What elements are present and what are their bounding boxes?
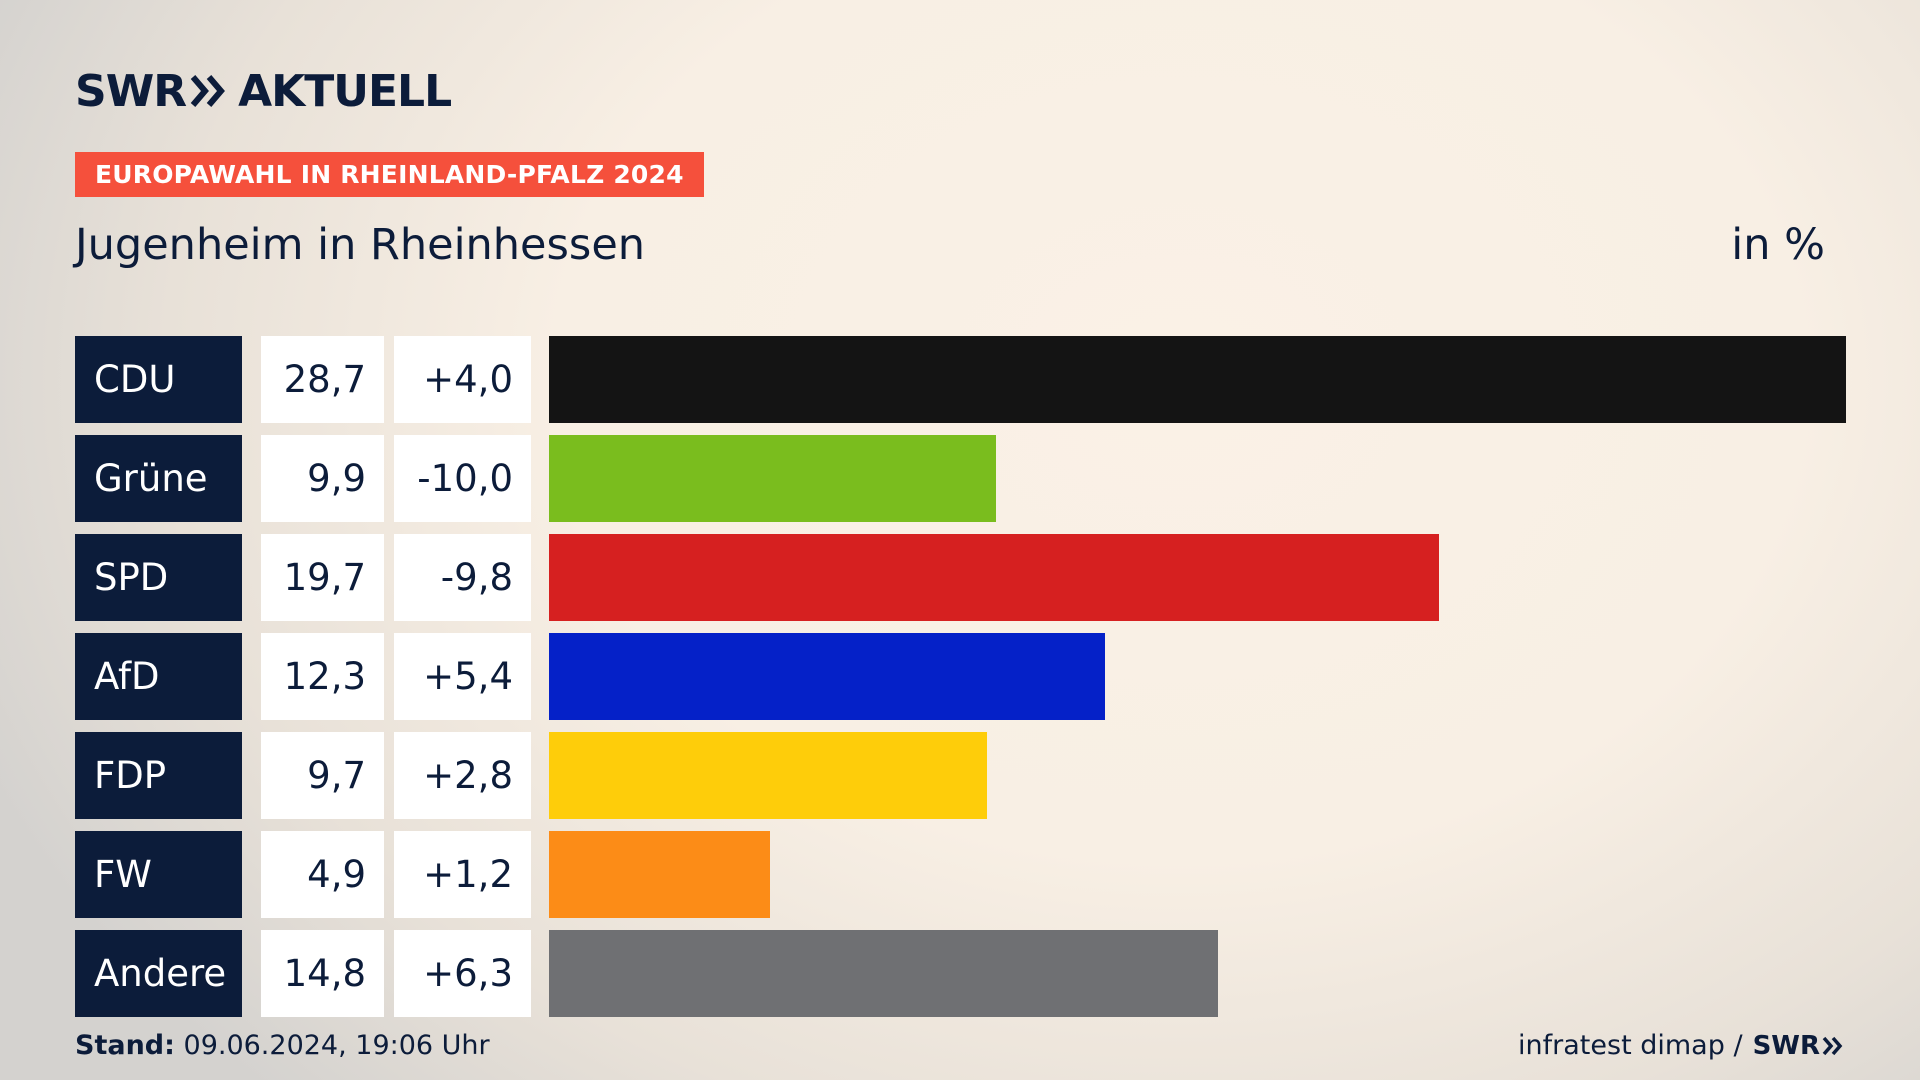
party-label: Andere	[75, 930, 242, 1017]
timestamp: Stand: 09.06.2024, 19:06 Uhr	[75, 1030, 490, 1061]
result-row: CDU 28,7 +4,0	[75, 336, 1846, 423]
party-label: Grüne	[75, 435, 242, 522]
vote-change-label: +5,4	[394, 633, 531, 720]
swr-aktuell-logo: SWR AKTUELL	[75, 65, 452, 117]
vote-share-bar	[549, 534, 1439, 621]
result-row: FW 4,9 +1,2	[75, 831, 1835, 918]
source-credit: infratest dimap / SWR	[1518, 1030, 1844, 1061]
vote-share-bar	[549, 633, 1105, 720]
result-row: AfD 12,3 +5,4	[75, 633, 1835, 720]
vote-change-label: +4,0	[394, 336, 531, 423]
result-row: Grüne 9,9 -10,0	[75, 435, 1835, 522]
party-label: CDU	[75, 336, 242, 423]
stand-value: 09.06.2024, 19:06 Uhr	[183, 1030, 490, 1061]
vote-share-bar	[549, 930, 1218, 1017]
vote-share-label: 14,8	[261, 930, 384, 1017]
footer-swr-logo: SWR	[1753, 1031, 1844, 1061]
vote-share-label: 9,9	[261, 435, 384, 522]
vote-change-label: +1,2	[394, 831, 531, 918]
vote-share-bar	[549, 831, 770, 918]
vote-share-bar	[549, 732, 987, 819]
vote-share-label: 28,7	[261, 336, 384, 423]
vote-share-label: 4,9	[261, 831, 384, 918]
vote-share-bar	[549, 336, 1846, 423]
result-row: Andere 14,8 +6,3	[75, 930, 1835, 1017]
logo-aktuell-text: AKTUELL	[238, 65, 452, 117]
party-label: SPD	[75, 534, 242, 621]
footer-double-chevron-icon	[1822, 1036, 1843, 1055]
stand-label: Stand:	[75, 1030, 175, 1061]
election-banner: EUROPAWAHL IN RHEINLAND-PFALZ 2024	[75, 152, 704, 197]
vote-share-label: 12,3	[261, 633, 384, 720]
place-title: Jugenheim in Rheinhessen	[75, 220, 646, 270]
result-row: SPD 19,7 -9,8	[75, 534, 1835, 621]
source-text: infratest dimap /	[1518, 1030, 1743, 1061]
party-label: AfD	[75, 633, 242, 720]
party-label: FW	[75, 831, 242, 918]
result-row: FDP 9,7 +2,8	[75, 732, 1835, 819]
vote-change-label: -9,8	[394, 534, 531, 621]
footer-swr-text: SWR	[1752, 1030, 1820, 1061]
vote-share-label: 9,7	[261, 732, 384, 819]
double-chevron-icon	[190, 75, 226, 107]
logo-swr-text: SWR	[75, 65, 187, 117]
vote-change-label: +2,8	[394, 732, 531, 819]
vote-change-label: -10,0	[394, 435, 531, 522]
unit-label: in %	[1731, 220, 1825, 270]
vote-change-label: +6,3	[394, 930, 531, 1017]
party-label: FDP	[75, 732, 242, 819]
vote-share-bar	[549, 435, 996, 522]
vote-share-label: 19,7	[261, 534, 384, 621]
